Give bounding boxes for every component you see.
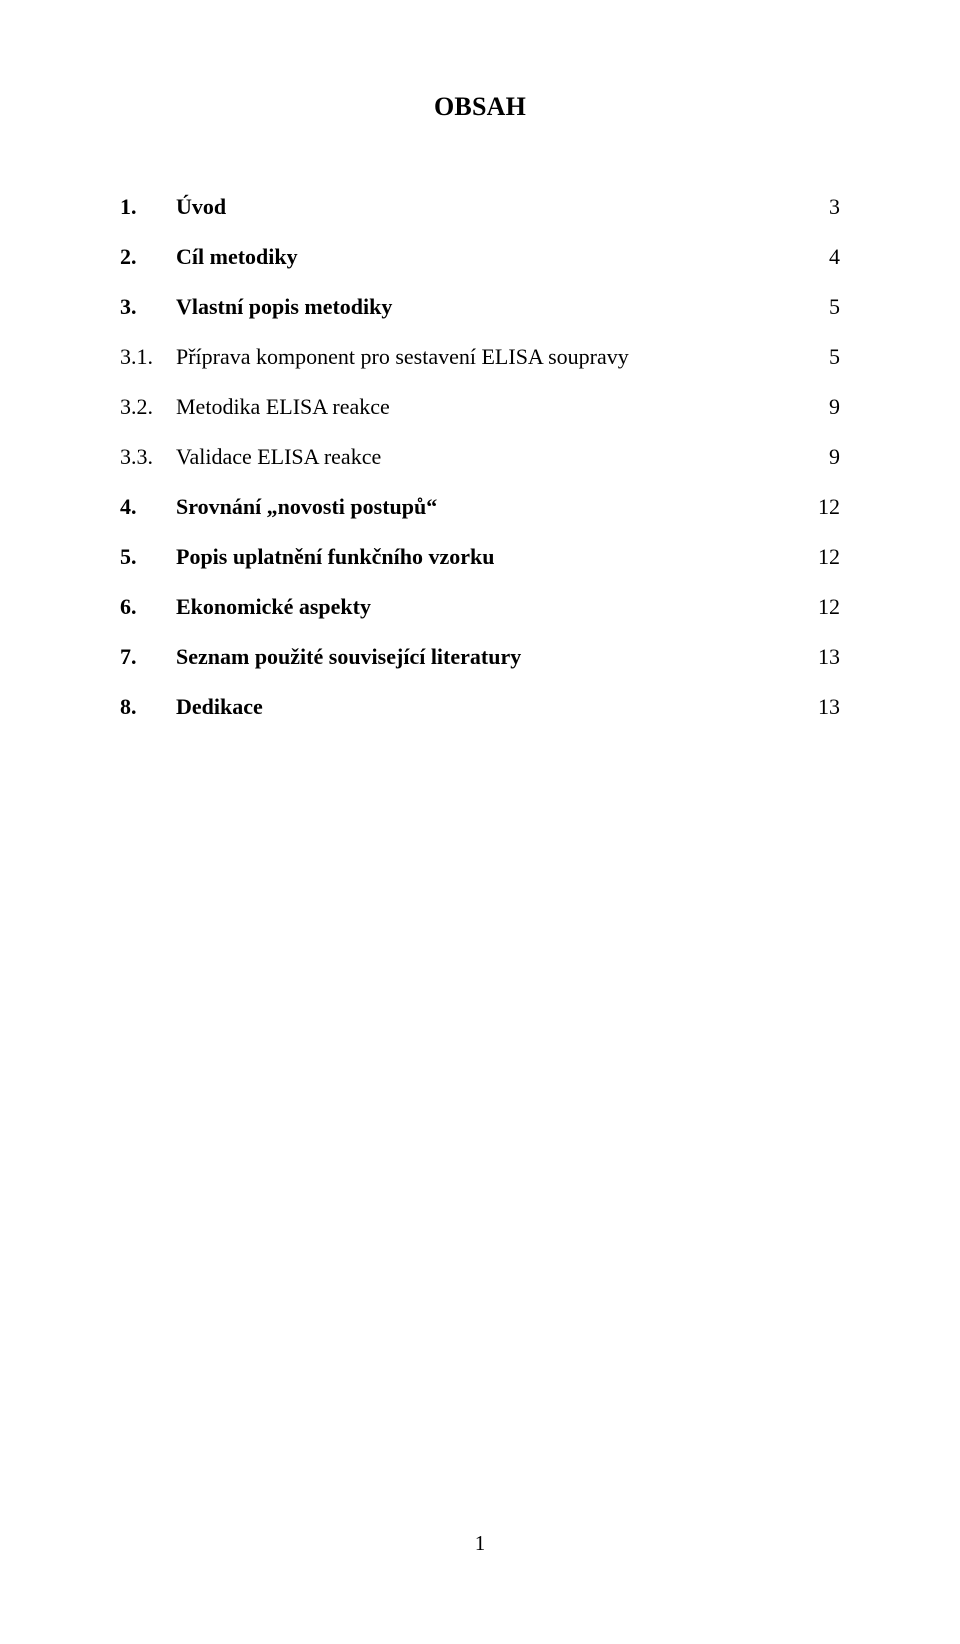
toc-number: 6. (120, 596, 176, 618)
toc-number: 5. (120, 546, 176, 568)
toc-row: 1. Úvod 3 (120, 196, 840, 218)
toc-page: 12 (800, 496, 840, 518)
toc-row: 7. Seznam použité související literatury… (120, 646, 840, 668)
toc-number: 8. (120, 696, 176, 718)
toc-row: 4. Srovnání „novosti postupů“ 12 (120, 496, 840, 518)
toc-page: 12 (800, 546, 840, 568)
toc-label: Příprava komponent pro sestavení ELISA s… (176, 346, 800, 368)
toc-number: 3.2. (120, 396, 176, 418)
toc-label: Cíl metodiky (176, 246, 800, 268)
toc-number: 4. (120, 496, 176, 518)
toc-row: 6. Ekonomické aspekty 12 (120, 596, 840, 618)
toc-page: 13 (800, 696, 840, 718)
toc-number: 7. (120, 646, 176, 668)
toc-label: Úvod (176, 196, 800, 218)
toc-number: 3.1. (120, 346, 176, 368)
toc-label: Dedikace (176, 696, 800, 718)
toc-row: 2. Cíl metodiky 4 (120, 246, 840, 268)
toc-page: 5 (800, 296, 840, 318)
toc-label: Seznam použité související literatury (176, 646, 800, 668)
toc-number: 1. (120, 196, 176, 218)
toc-page: 12 (800, 596, 840, 618)
toc-label: Metodika ELISA reakce (176, 396, 800, 418)
page-number-footer: 1 (0, 1531, 960, 1556)
toc-page: 9 (800, 396, 840, 418)
toc-row: 5. Popis uplatnění funkčního vzorku 12 (120, 546, 840, 568)
toc-number: 3.3. (120, 446, 176, 468)
toc-row: 8. Dedikace 13 (120, 696, 840, 718)
toc-row: 3.3. Validace ELISA reakce 9 (120, 446, 840, 468)
toc-label: Popis uplatnění funkčního vzorku (176, 546, 800, 568)
toc-label: Validace ELISA reakce (176, 446, 800, 468)
toc-label: Srovnání „novosti postupů“ (176, 496, 800, 518)
toc-page: 9 (800, 446, 840, 468)
toc-row: 3. Vlastní popis metodiky 5 (120, 296, 840, 318)
toc-number: 3. (120, 296, 176, 318)
toc-page: 4 (800, 246, 840, 268)
toc-page: 13 (800, 646, 840, 668)
toc-label: Ekonomické aspekty (176, 596, 800, 618)
toc-number: 2. (120, 246, 176, 268)
toc-page: 5 (800, 346, 840, 368)
document-page: OBSAH 1. Úvod 3 2. Cíl metodiky 4 3. Vla… (0, 0, 960, 1644)
table-of-contents: 1. Úvod 3 2. Cíl metodiky 4 3. Vlastní p… (120, 196, 840, 718)
toc-row: 3.1. Příprava komponent pro sestavení EL… (120, 346, 840, 368)
toc-page: 3 (800, 196, 840, 218)
toc-label: Vlastní popis metodiky (176, 296, 800, 318)
toc-row: 3.2. Metodika ELISA reakce 9 (120, 396, 840, 418)
page-title: OBSAH (120, 92, 840, 122)
